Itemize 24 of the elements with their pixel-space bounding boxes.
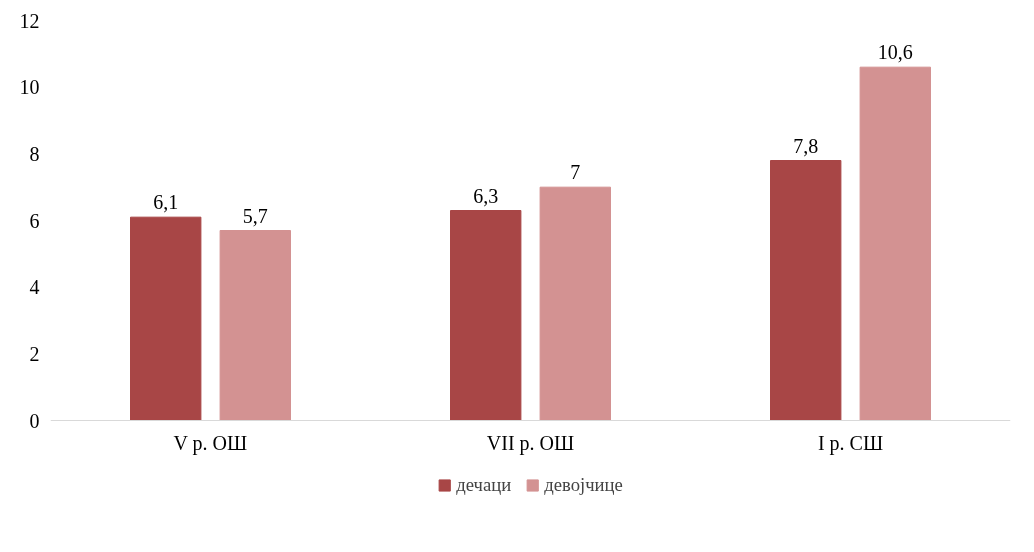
x-tick-label: I р. СШ: [817, 431, 884, 455]
y-tick-label: 8: [29, 142, 40, 165]
y-tick-label: 12: [19, 9, 40, 32]
bar: [859, 66, 931, 421]
data-label: 6,1: [153, 191, 179, 214]
x-tick-label: VII р. ОШ: [486, 431, 575, 455]
bar: [770, 160, 842, 421]
bar: [539, 186, 611, 421]
bar: [219, 230, 291, 421]
y-tick-label: 6: [29, 209, 40, 232]
bar: [130, 216, 202, 421]
bar: [450, 210, 522, 421]
data-label: 6,3: [473, 184, 499, 207]
x-tick-label: V р. ОШ: [173, 431, 248, 455]
y-tick-label: 2: [29, 342, 40, 365]
data-label: 7: [570, 161, 581, 184]
data-label: 7,8: [793, 134, 819, 157]
y-tick-label: 4: [29, 276, 40, 299]
y-tick-label: 0: [29, 409, 40, 432]
y-tick-label: 10: [19, 76, 40, 99]
data-label: 10,6: [877, 41, 913, 64]
data-label: 5,7: [242, 204, 268, 227]
legend-label: дечаци: [456, 474, 512, 496]
legend-label: девојчице: [544, 474, 623, 496]
